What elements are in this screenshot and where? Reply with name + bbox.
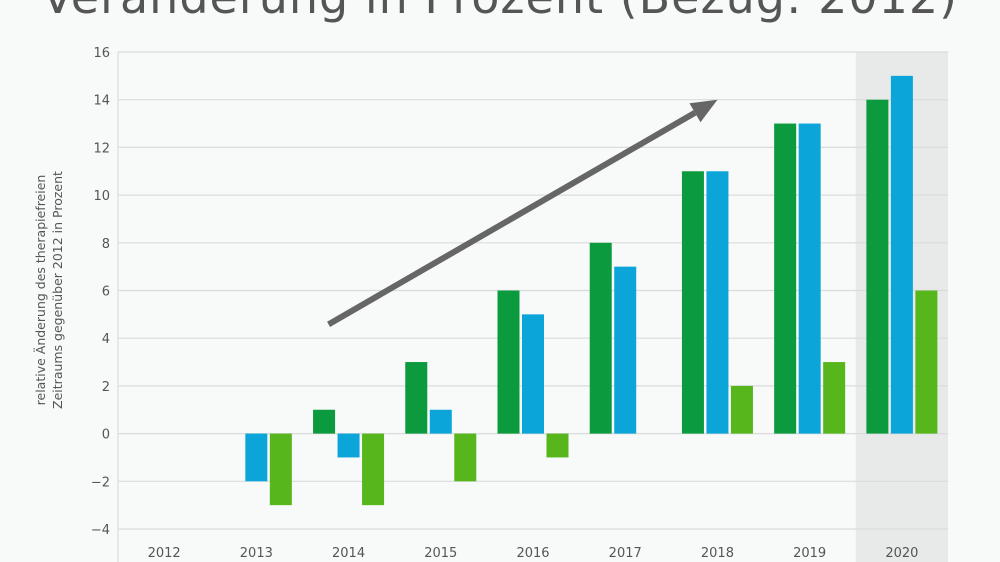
x-tick-label: 2018 bbox=[701, 546, 734, 561]
bar-2016-series-1 bbox=[497, 290, 520, 434]
bar-2017-series-1 bbox=[589, 242, 612, 434]
bar-2017-series-2 bbox=[614, 266, 637, 434]
chart-title: Veränderung in Prozent (Bezug: 2012) bbox=[0, 0, 1000, 24]
y-tick-label: 14 bbox=[93, 94, 110, 109]
bar-2019-series-2 bbox=[798, 123, 821, 434]
bar-2015-series-2 bbox=[429, 409, 452, 434]
y-tick-label: 0 bbox=[102, 428, 110, 443]
bar-2018-series-2 bbox=[706, 171, 729, 434]
bar-2014-series-3 bbox=[362, 433, 385, 506]
bar-2013-series-3 bbox=[269, 433, 292, 506]
y-tick-label: 10 bbox=[93, 189, 110, 204]
x-tick-label: 2019 bbox=[793, 546, 826, 561]
y-axis-label: relative Änderung des therapiefreien Zeit… bbox=[33, 171, 65, 409]
y-tick-label: 4 bbox=[102, 332, 110, 347]
y-axis-label-line: Zeitraums gegenüber 2012 in Prozent bbox=[50, 171, 65, 409]
bar-2019-series-3 bbox=[823, 362, 846, 434]
y-tick-label: 8 bbox=[102, 237, 110, 252]
y-axis-label-line: relative Änderung des therapiefreien bbox=[33, 175, 48, 406]
bar-2018-series-3 bbox=[730, 385, 753, 434]
x-tick-label: 2014 bbox=[332, 546, 365, 561]
bar-2016-series-2 bbox=[522, 314, 544, 434]
bar-2013-series-2 bbox=[245, 433, 268, 482]
trend-arrow-shaft bbox=[327, 110, 697, 327]
y-tick-label: 6 bbox=[102, 285, 110, 300]
trend-arrow-head bbox=[689, 99, 718, 123]
bar-2019-series-1 bbox=[774, 123, 797, 434]
y-tick-label: 2 bbox=[102, 380, 110, 395]
bar-2020-series-3 bbox=[915, 290, 938, 434]
y-tick-label: −2 bbox=[91, 475, 110, 490]
y-tick-label: −4 bbox=[91, 523, 110, 538]
y-tick-label: 16 bbox=[93, 46, 110, 61]
x-tick-label: 2020 bbox=[885, 546, 918, 561]
bar-2020-series-1 bbox=[866, 99, 889, 434]
x-tick-label: 2016 bbox=[516, 546, 549, 561]
bar-2015-series-3 bbox=[454, 433, 477, 482]
bar-2016-series-3 bbox=[546, 433, 569, 458]
y-tick-label: 12 bbox=[93, 141, 110, 156]
bar-2014-series-2 bbox=[337, 433, 360, 458]
bar-2014-series-1 bbox=[313, 409, 336, 434]
bar-2015-series-1 bbox=[405, 362, 428, 434]
x-tick-label: 2013 bbox=[240, 546, 273, 561]
x-tick-label: 2015 bbox=[424, 546, 457, 561]
x-tick-label: 2017 bbox=[609, 546, 642, 561]
bar-2020-series-2 bbox=[890, 75, 913, 434]
bar-2018-series-1 bbox=[681, 171, 704, 434]
x-tick-label: 2012 bbox=[148, 546, 181, 561]
